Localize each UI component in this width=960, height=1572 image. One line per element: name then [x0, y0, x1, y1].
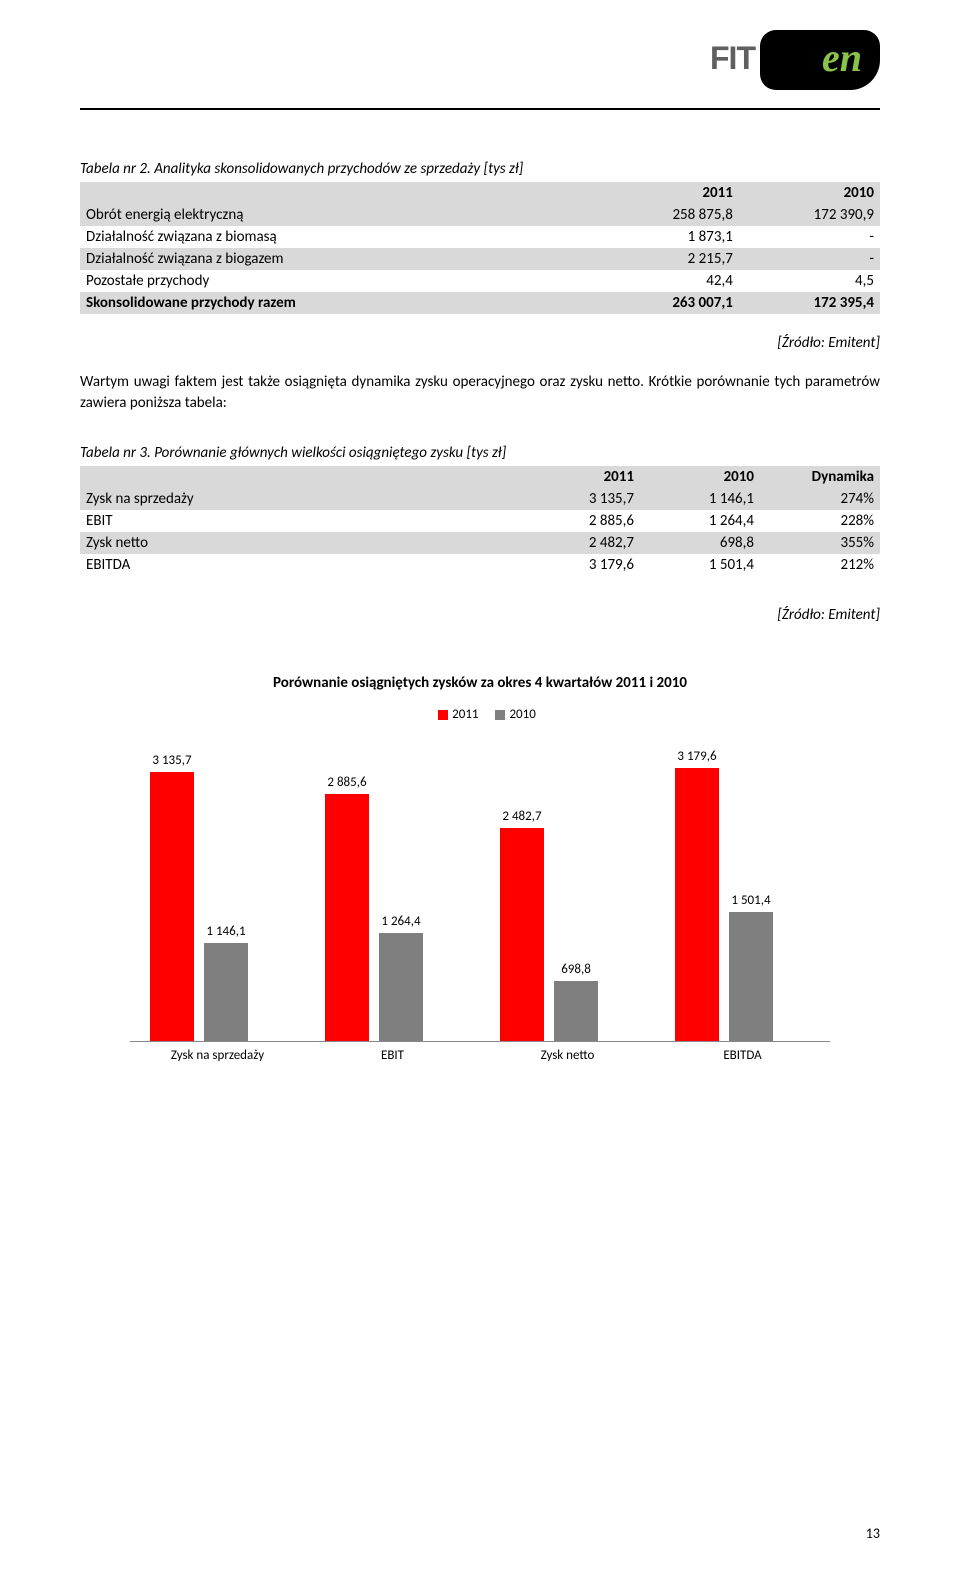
page-content: Tabela nr 2. Analityka skonsolidowanych …	[80, 160, 880, 1063]
cell-label: Obrót energią elektryczną	[80, 204, 598, 226]
logo-background	[760, 30, 880, 90]
cell-dyn: 228%	[760, 510, 880, 532]
page-number: 13	[866, 1525, 880, 1542]
bar-label-2011: 3 135,7	[132, 753, 212, 768]
cell-y1: 1 873,1	[598, 226, 739, 248]
chart-legend: 2011 2010	[80, 707, 880, 722]
legend-label-2011: 2011	[452, 707, 478, 722]
table2-total-y2: 172 395,4	[739, 292, 880, 314]
cell-y1: 42,4	[598, 270, 739, 292]
cell-y2: -	[739, 226, 880, 248]
chart-area: 3 135,7 1 146,1 2 885,6 1 264,4 2 482,7 698,8…	[130, 742, 830, 1063]
source-1: [Źródło: Emitent]	[80, 334, 880, 352]
header-rule	[80, 108, 880, 110]
legend-swatch-2010	[495, 710, 505, 720]
cell-y1: 2 215,7	[598, 248, 739, 270]
logo-text-fit: FIT	[710, 40, 755, 77]
bar-label-2010: 1 146,1	[186, 924, 266, 939]
table-row: Pozostałe przychody42,44,5	[80, 270, 880, 292]
chart-xlabel: EBITDA	[655, 1048, 830, 1063]
legend-swatch-2011	[438, 710, 448, 720]
cell-y1: 2 482,7	[520, 532, 640, 554]
chart-xlabels: Zysk na sprzedażyEBITZysk nettoEBITDA	[130, 1048, 830, 1063]
bar-label-2010: 698,8	[536, 962, 616, 977]
body-paragraph: Wartym uwagi faktem jest także osiągnięt…	[80, 372, 880, 414]
cell-y1: 2 885,6	[520, 510, 640, 532]
cell-label: Zysk netto	[80, 532, 520, 554]
table-row: EBIT2 885,61 264,4228%	[80, 510, 880, 532]
cell-label: EBIT	[80, 510, 520, 532]
bar-label-2011: 2 885,6	[307, 775, 387, 790]
table2-total-y1: 263 007,1	[598, 292, 739, 314]
cell-label: EBITDA	[80, 554, 520, 576]
bar-label-2010: 1 501,4	[711, 893, 791, 908]
table3-title: Tabela nr 3. Porównanie głównych wielkoś…	[80, 444, 520, 462]
bar-label-2010: 1 264,4	[361, 914, 441, 929]
cell-label: Pozostałe przychody	[80, 270, 598, 292]
table2-head-2011: 2011	[598, 182, 739, 204]
bar-2010	[204, 943, 248, 1041]
table2-title: Tabela nr 2. Analityka skonsolidowanych …	[80, 160, 880, 178]
table3-head-dyn: Dynamika	[760, 466, 880, 488]
chart-plot: 3 135,7 1 146,1 2 885,6 1 264,4 2 482,7 698,8…	[130, 742, 830, 1042]
table2-head-2010: 2010	[739, 182, 880, 204]
cell-y2: 1 146,1	[640, 488, 760, 510]
bar-2010	[729, 912, 773, 1041]
table-row: Zysk na sprzedaży3 135,71 146,1274%	[80, 488, 880, 510]
table2-total-label: Skonsolidowane przychody razem	[80, 292, 598, 314]
table-row: Działalność związana z biogazem2 215,7-	[80, 248, 880, 270]
table-row: Działalność związana z biomasą1 873,1-	[80, 226, 880, 248]
table-row: EBITDA3 179,61 501,4212%	[80, 554, 880, 576]
table3: 2011 2010 Dynamika Zysk na sprzedaży3 13…	[80, 466, 880, 576]
table3-head-2010: 2010	[640, 466, 760, 488]
cell-y2: 698,8	[640, 532, 760, 554]
cell-y1: 258 875,8	[598, 204, 739, 226]
logo: FIT en	[710, 30, 880, 95]
table-row: Zysk netto2 482,7698,8355%	[80, 532, 880, 554]
cell-y2: -	[739, 248, 880, 270]
cell-y2: 1 264,4	[640, 510, 760, 532]
bar-2011	[150, 772, 194, 1041]
bar-2010	[554, 981, 598, 1041]
cell-label: Działalność związana z biomasą	[80, 226, 598, 248]
source-2: [Źródło: Emitent]	[80, 606, 880, 624]
bar-2010	[379, 933, 423, 1041]
cell-y1: 3 135,7	[520, 488, 640, 510]
cell-dyn: 274%	[760, 488, 880, 510]
legend-label-2010: 2010	[509, 707, 535, 722]
bar-label-2011: 3 179,6	[657, 749, 737, 764]
chart-title: Porównanie osiągniętych zysków za okres …	[80, 674, 880, 692]
chart-xlabel: EBIT	[305, 1048, 480, 1063]
cell-y2: 4,5	[739, 270, 880, 292]
cell-dyn: 355%	[760, 532, 880, 554]
table2: 2011 2010 Obrót energią elektryczną258 8…	[80, 182, 880, 314]
bar-2011	[500, 828, 544, 1041]
cell-label: Zysk na sprzedaży	[80, 488, 520, 510]
cell-y2: 1 501,4	[640, 554, 760, 576]
bar-label-2011: 2 482,7	[482, 809, 562, 824]
chart-xlabel: Zysk netto	[480, 1048, 655, 1063]
cell-label: Działalność związana z biogazem	[80, 248, 598, 270]
chart-xlabel: Zysk na sprzedaży	[130, 1048, 305, 1063]
cell-y2: 172 390,9	[739, 204, 880, 226]
logo-text-en: en	[822, 34, 862, 81]
table3-head-2011: 2011	[520, 466, 640, 488]
table-row: Obrót energią elektryczną258 875,8172 39…	[80, 204, 880, 226]
cell-y1: 3 179,6	[520, 554, 640, 576]
cell-dyn: 212%	[760, 554, 880, 576]
